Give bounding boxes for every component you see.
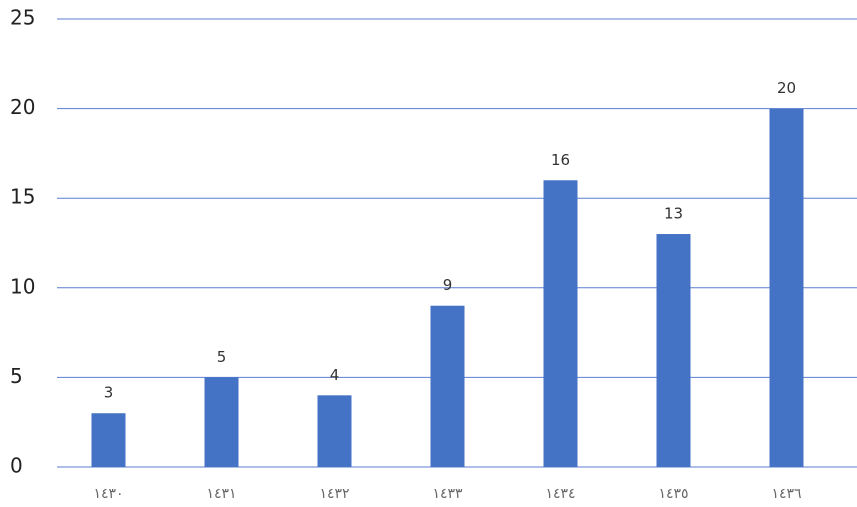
y-tick-label: 0	[10, 454, 23, 478]
y-tick-label: 10	[10, 274, 35, 298]
value-label: 3	[104, 384, 114, 402]
x-tick-label: ١٤٣٠	[93, 486, 123, 502]
value-label: 4	[330, 366, 340, 384]
x-tick-label: ١٤٣١	[206, 486, 236, 502]
y-tick-label: 20	[10, 95, 35, 119]
x-tick-label: ١٤٣٤	[545, 486, 575, 502]
bar	[769, 108, 804, 467]
y-tick-label: 25	[10, 6, 35, 30]
value-label: 20	[777, 79, 796, 97]
bar	[430, 305, 465, 467]
bar	[204, 377, 239, 467]
value-label: 13	[664, 205, 683, 223]
x-tick-label: ١٤٣٢	[319, 486, 349, 502]
bar	[91, 413, 126, 467]
bar	[656, 234, 691, 467]
x-tick-label: ١٤٣٥	[658, 486, 688, 502]
x-tick-label: ١٤٣٦	[771, 486, 801, 502]
y-tick-label: 15	[10, 185, 35, 209]
value-label: 9	[443, 276, 453, 294]
value-label: 5	[217, 348, 227, 366]
y-tick-label: 5	[10, 364, 23, 388]
bar	[543, 180, 578, 467]
bar	[317, 395, 352, 467]
value-label: 16	[551, 151, 570, 169]
x-tick-label: ١٤٣٣	[432, 486, 463, 502]
